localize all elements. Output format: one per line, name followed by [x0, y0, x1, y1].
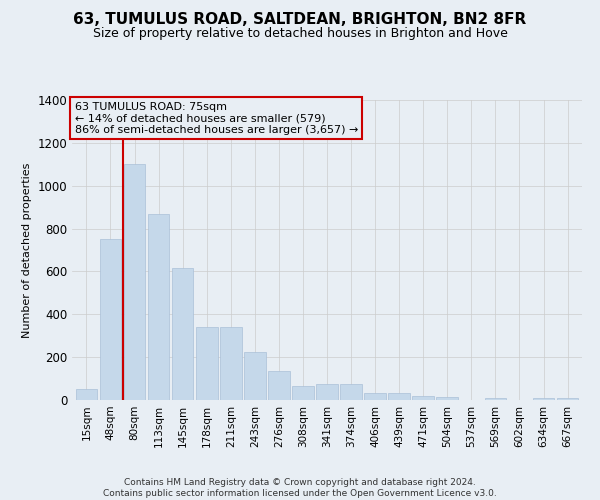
Bar [533, 398, 554, 400]
Bar [244, 352, 266, 400]
Y-axis label: Number of detached properties: Number of detached properties [22, 162, 32, 338]
Bar [172, 268, 193, 400]
Text: Contains HM Land Registry data © Crown copyright and database right 2024.
Contai: Contains HM Land Registry data © Crown c… [103, 478, 497, 498]
Bar [485, 398, 506, 400]
Bar [76, 390, 97, 400]
Bar [124, 164, 145, 400]
Bar [292, 386, 314, 400]
Bar [220, 327, 242, 400]
Bar [388, 392, 410, 400]
Bar [340, 384, 362, 400]
Bar [268, 371, 290, 400]
Bar [196, 327, 218, 400]
Text: 63 TUMULUS ROAD: 75sqm
← 14% of detached houses are smaller (579)
86% of semi-de: 63 TUMULUS ROAD: 75sqm ← 14% of detached… [74, 102, 358, 134]
Bar [316, 384, 338, 400]
Bar [364, 392, 386, 400]
Bar [436, 397, 458, 400]
Text: 63, TUMULUS ROAD, SALTDEAN, BRIGHTON, BN2 8FR: 63, TUMULUS ROAD, SALTDEAN, BRIGHTON, BN… [73, 12, 527, 28]
Bar [557, 398, 578, 400]
Bar [148, 214, 169, 400]
Text: Size of property relative to detached houses in Brighton and Hove: Size of property relative to detached ho… [92, 28, 508, 40]
Bar [100, 240, 121, 400]
Bar [412, 396, 434, 400]
